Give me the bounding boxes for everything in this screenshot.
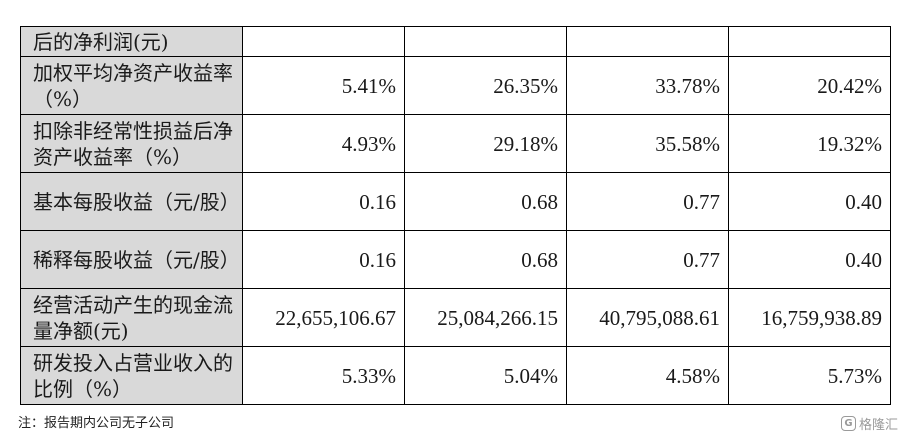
table-cell: 0.77 — [566, 230, 729, 289]
table-row: 稀释每股收益（元/股） 0.16 0.68 0.77 0.40 — [20, 230, 891, 289]
row-label: 基本每股收益（元/股） — [20, 172, 243, 231]
table-cell: 5.41% — [242, 56, 405, 115]
table-cell: 22,655,106.67 — [242, 288, 405, 347]
table-cell: 5.33% — [242, 346, 405, 405]
table-cell — [404, 26, 567, 57]
row-label: 加权平均净资产收益率（%） — [20, 56, 243, 115]
footnote: 注：报告期内公司无子公司 — [18, 416, 175, 431]
table-cell: 20.42% — [728, 56, 891, 115]
table-row: 研发投入占营业收入的比例（%） 5.33% 5.04% 4.58% 5.73% — [20, 346, 891, 405]
table-cell: 29.18% — [404, 114, 567, 173]
table-cell: 25,084,266.15 — [404, 288, 567, 347]
table-row: 基本每股收益（元/股） 0.16 0.68 0.77 0.40 — [20, 172, 891, 231]
financial-indicators-table: 后的净利润(元) 加权平均净资产收益率（%） 5.41% 26.35% 33.7… — [20, 26, 891, 405]
table-cell: 16,759,938.89 — [728, 288, 891, 347]
table-cell: 35.58% — [566, 114, 729, 173]
table-cell: 19.32% — [728, 114, 891, 173]
watermark-text: 格隆汇 — [858, 418, 898, 433]
table-cell: 4.58% — [566, 346, 729, 405]
table-cell: 0.77 — [566, 172, 729, 231]
table-cell: 0.68 — [404, 172, 567, 231]
table-cell: 40,795,088.61 — [566, 288, 729, 347]
table-cell: 4.93% — [242, 114, 405, 173]
table-cell: 0.40 — [728, 172, 891, 231]
table-cell: 0.40 — [728, 230, 891, 289]
table-cell: 0.68 — [404, 230, 567, 289]
row-label: 稀释每股收益（元/股） — [20, 230, 243, 289]
table-cell: 26.35% — [404, 56, 567, 115]
row-label: 后的净利润(元) — [20, 26, 243, 57]
table-cell: 33.78% — [566, 56, 729, 115]
table-cell: 5.73% — [728, 346, 891, 405]
table-cell — [566, 26, 729, 57]
table-cell — [728, 26, 891, 57]
table-row: 后的净利润(元) — [20, 26, 891, 57]
table-cell: 5.04% — [404, 346, 567, 405]
row-label: 经营活动产生的现金流量净额(元) — [20, 288, 243, 347]
table-cell: 0.16 — [242, 172, 405, 231]
gelonghui-logo-icon: G — [840, 416, 856, 431]
table-row: 加权平均净资产收益率（%） 5.41% 26.35% 33.78% 20.42% — [20, 56, 891, 115]
watermark: G 格隆汇 — [840, 414, 898, 433]
table-cell — [242, 26, 405, 57]
table-cell: 0.16 — [242, 230, 405, 289]
row-label: 研发投入占营业收入的比例（%） — [20, 346, 243, 405]
row-label: 扣除非经常性损益后净资产收益率（%） — [20, 114, 243, 173]
table-row: 扣除非经常性损益后净资产收益率（%） 4.93% 29.18% 35.58% 1… — [20, 114, 891, 173]
table-row: 经营活动产生的现金流量净额(元) 22,655,106.67 25,084,26… — [20, 288, 891, 347]
